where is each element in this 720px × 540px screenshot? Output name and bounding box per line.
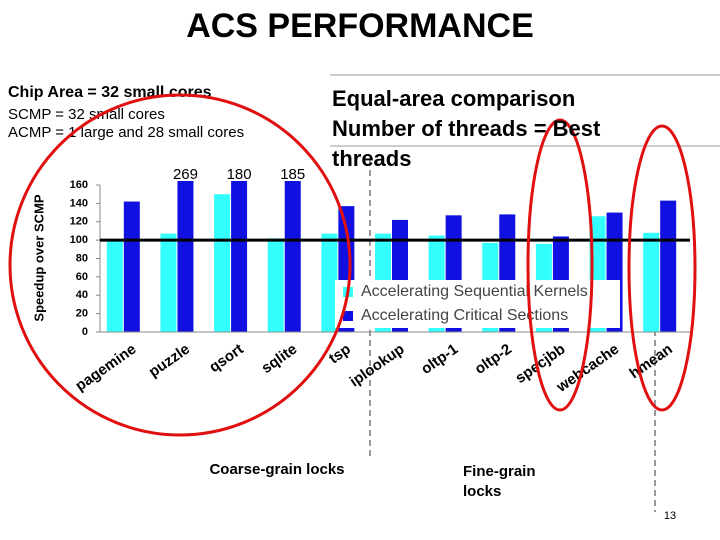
- y-tick-label: 140: [70, 197, 88, 209]
- legend-box: [335, 280, 620, 328]
- x-tick-label: iplookup: [347, 341, 408, 391]
- comparison-line: Number of threads = Best threads: [332, 116, 601, 171]
- bar: [123, 201, 140, 332]
- bar: [177, 181, 194, 332]
- value-label: 180: [227, 166, 252, 183]
- x-tick-label: oltp-2: [472, 341, 515, 378]
- x-tick-label: oltp-1: [418, 341, 461, 378]
- bar: [321, 233, 338, 332]
- value-label: 269: [173, 166, 198, 183]
- comparison-line: Equal-area comparison: [332, 86, 576, 111]
- y-tick-label: 60: [76, 271, 88, 283]
- bar: [231, 181, 248, 332]
- x-tick-label: puzzle: [146, 341, 193, 381]
- coarse-label: Coarse-grain locks: [209, 461, 344, 478]
- bar: [160, 233, 177, 332]
- legend-label: Accelerating Sequential Kernels: [361, 283, 588, 300]
- y-tick-label: 120: [70, 216, 88, 228]
- acmp: ACMP = 1 large and 28 small cores: [8, 124, 244, 141]
- bar: [106, 240, 123, 332]
- scmp: SCMP = 32 small cores: [8, 106, 165, 123]
- page-number: 13: [664, 510, 676, 522]
- bar: [267, 238, 284, 332]
- bar: [660, 200, 677, 332]
- x-tick-label: pagemine: [72, 341, 139, 395]
- y-tick-label: 80: [76, 252, 88, 264]
- highlight-ellipse: [8, 93, 352, 437]
- slide-title: ACS PERFORMANCE: [186, 7, 534, 45]
- y-axis-label: Speedup over SCMP: [31, 194, 46, 321]
- y-tick-label: 40: [76, 289, 88, 301]
- y-tick-label: 20: [76, 308, 88, 320]
- comparison-box: Equal-area comparison Number of threads …: [332, 84, 652, 174]
- x-tick-label: qsort: [206, 341, 246, 376]
- legend-swatch: [343, 311, 353, 321]
- legend-label: Accelerating Critical Sections: [361, 307, 568, 324]
- bar: [643, 232, 660, 332]
- x-tick-label: sqlite: [258, 341, 300, 377]
- chip-area: Chip Area = 32 small cores: [8, 84, 212, 101]
- value-label: 185: [280, 166, 305, 183]
- highlight-ellipse: [627, 124, 697, 412]
- bar: [214, 194, 231, 332]
- bar: [284, 181, 301, 332]
- y-tick-label: 100: [70, 234, 88, 246]
- y-tick-label: 160: [70, 179, 88, 191]
- y-tick-label: 0: [82, 326, 88, 338]
- highlight-ellipse: [526, 118, 594, 412]
- fine-label: Fine-grain locks: [463, 463, 536, 500]
